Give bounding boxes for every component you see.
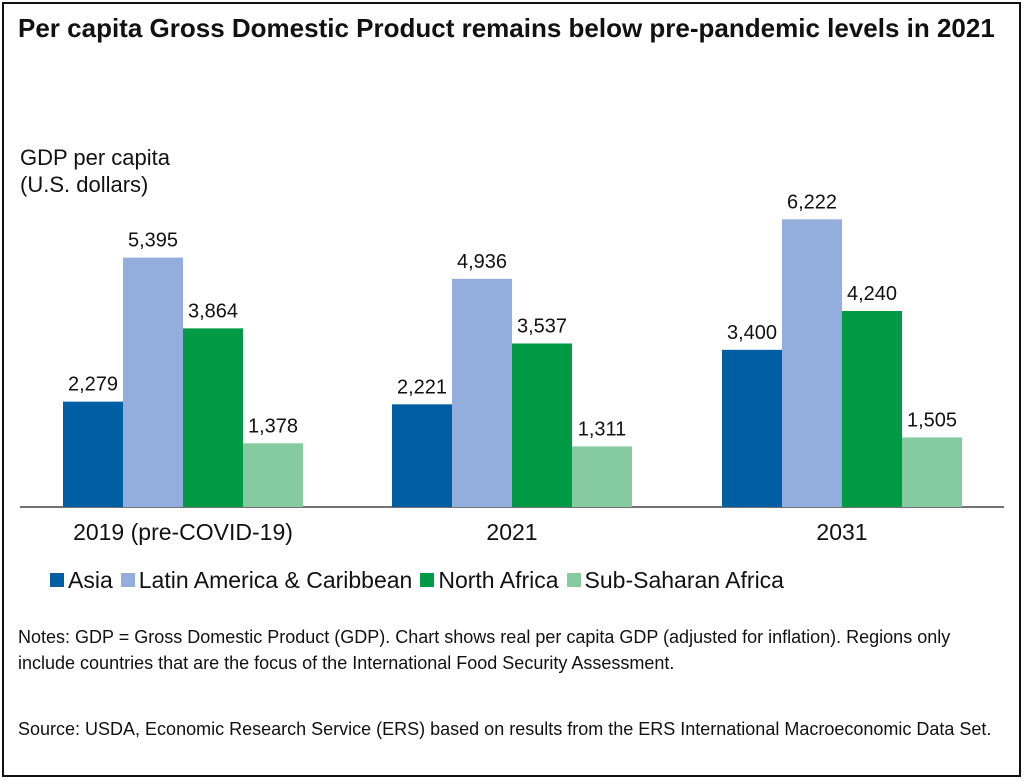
x-tick-label: 2021 <box>486 519 537 545</box>
bar-sub-saharan-africa-0 <box>243 443 303 507</box>
y-axis-label-line-2: (U.S. dollars) <box>20 172 149 197</box>
legend-item: Latin America & Caribbean <box>120 566 413 594</box>
bar-latin-america-caribbean-1 <box>452 278 512 507</box>
chart-source: Source: USDA, Economic Research Service … <box>18 719 992 739</box>
bar-asia-1 <box>392 404 452 507</box>
bar-latin-america-caribbean-2 <box>782 219 842 507</box>
data-label: 3,537 <box>517 315 567 337</box>
data-label: 3,400 <box>727 322 777 344</box>
data-label: 2,221 <box>397 376 447 398</box>
bar-latin-america-caribbean-0 <box>123 257 183 507</box>
legend-item: Asia <box>50 567 113 594</box>
x-tick-label: 2031 <box>816 519 867 545</box>
data-label: 3,864 <box>188 300 238 322</box>
chart-notes: Notes: GDP = Gross Domestic Product (GDP… <box>18 627 951 673</box>
bar-sub-saharan-africa-1 <box>572 446 632 507</box>
legend-swatch <box>420 573 435 587</box>
legend-swatch <box>50 573 64 587</box>
bar-asia-0 <box>63 401 123 507</box>
legend-item: North Africa <box>420 566 559 594</box>
legend-label: Sub-Saharan Africa <box>584 566 784 593</box>
legend-swatch <box>120 573 135 587</box>
bar-north-africa-2 <box>842 310 902 507</box>
data-label: 4,240 <box>847 283 897 305</box>
chart-title: Per capita Gross Domestic Product remain… <box>18 13 995 43</box>
data-label: 1,505 <box>907 409 957 431</box>
data-label: 1,311 <box>578 418 627 440</box>
y-axis-label: GDP per capita (U.S. dollars) <box>20 144 170 198</box>
legend-item: Sub-Saharan Africa <box>566 566 784 594</box>
legend-label: North Africa <box>438 566 559 593</box>
data-label: 2,279 <box>68 374 118 396</box>
x-tick-label: 2019 (pre-COVID-19) <box>73 519 293 545</box>
data-label: 1,378 <box>248 415 298 437</box>
bar-asia-2 <box>722 349 782 507</box>
data-label: 5,395 <box>128 230 178 252</box>
bar-north-africa-1 <box>512 343 572 507</box>
legend-label: Latin America & Caribbean <box>138 566 413 593</box>
bar-sub-saharan-africa-2 <box>902 437 962 507</box>
data-label: 6,222 <box>787 191 837 213</box>
y-axis-label-line-1: GDP per capita <box>20 145 171 170</box>
data-label: 4,936 <box>457 251 507 273</box>
legend-label: Asia <box>68 566 113 593</box>
bar-north-africa-0 <box>183 328 243 507</box>
chart-legend: Asia Latin America & Caribbean North Afric… <box>50 565 792 595</box>
legend-swatch <box>566 573 581 587</box>
